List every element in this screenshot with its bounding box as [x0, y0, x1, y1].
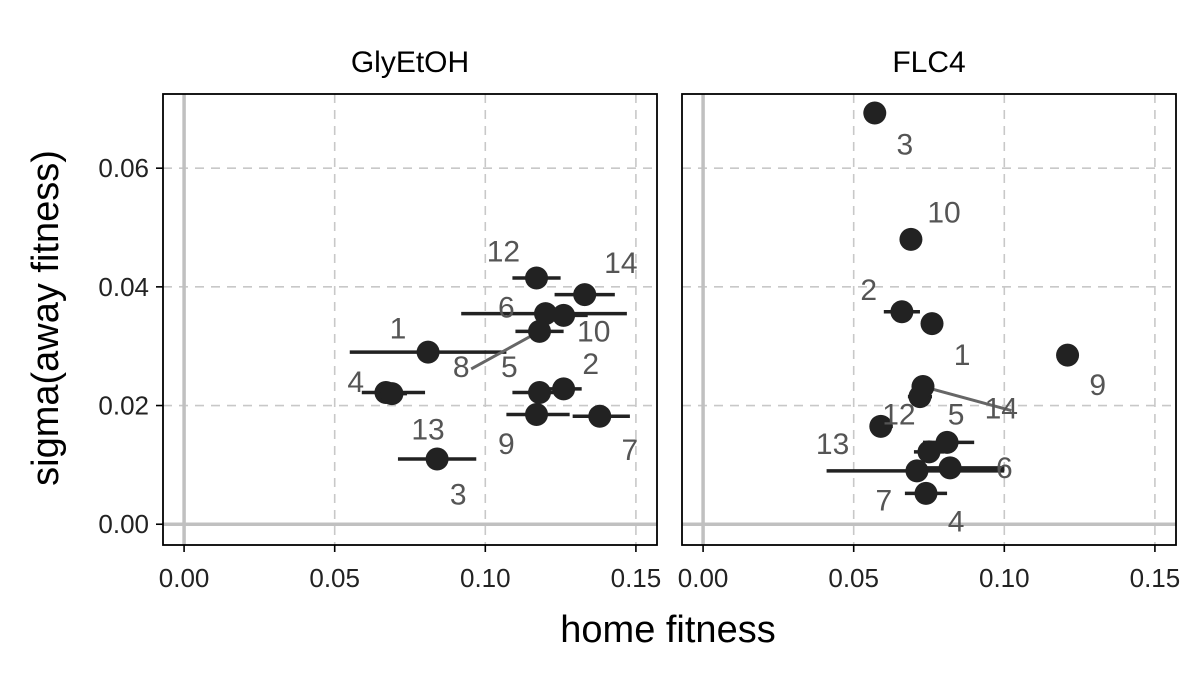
data-point — [938, 456, 962, 480]
y-axis-title: sigma(away fitness) — [25, 150, 67, 486]
y-tick-label: 0.04 — [98, 272, 149, 302]
data-point — [534, 302, 558, 326]
data-point — [573, 283, 597, 307]
x-tick-label: 0.05 — [309, 563, 360, 593]
point-label: 3 — [897, 128, 914, 161]
data-point — [552, 377, 576, 401]
x-tick-label: 0.10 — [979, 563, 1030, 593]
point-label: 7 — [875, 484, 892, 517]
point-label: 1 — [954, 339, 971, 372]
point-label: 6 — [996, 452, 1013, 485]
point-label: 6 — [498, 292, 515, 325]
point-label: 9 — [498, 428, 515, 461]
y-tick-label: 0.02 — [98, 391, 149, 421]
panel-title: FLC4 — [892, 46, 965, 79]
point-label: 8 — [453, 351, 470, 384]
y-tick-label: 0.00 — [98, 509, 149, 539]
panel-glyetoh: GlyEtOH 0.00 0.05 0.10 0.15 0.00 0.02 0.04 0.06 1… — [98, 46, 661, 593]
point-label: 9 — [1089, 369, 1106, 402]
point-label: 14 — [985, 393, 1018, 426]
point-label: 3 — [450, 479, 467, 512]
data-point — [588, 404, 612, 428]
label-connector-line — [922, 385, 1012, 412]
data-point — [552, 303, 576, 327]
x-axis-title: home fitness — [560, 609, 775, 651]
data-point — [528, 319, 552, 343]
point-label: 12 — [487, 235, 520, 268]
point-label: 13 — [411, 413, 444, 446]
x-tick-label: 0.10 — [460, 563, 511, 593]
data-point — [920, 312, 944, 336]
point-label: 1 — [390, 312, 407, 345]
data-point — [525, 402, 549, 426]
data-point — [1056, 343, 1080, 367]
data-point — [911, 375, 935, 399]
x-tick-label: 0.00 — [678, 563, 729, 593]
y-tick-label: 0.06 — [98, 153, 149, 183]
data-point — [917, 440, 941, 464]
data-point — [905, 459, 929, 483]
point-label: 13 — [816, 428, 849, 461]
point-label: 14 — [604, 247, 637, 280]
point-label: 10 — [927, 197, 960, 230]
point-label: 4 — [948, 505, 965, 538]
point-label: 2 — [582, 348, 599, 381]
data-point — [525, 266, 549, 290]
point-label: 4 — [347, 366, 364, 399]
point-label: 5 — [501, 351, 518, 384]
panel-title: GlyEtOH — [351, 46, 469, 79]
data-point — [425, 447, 449, 471]
label-connector-line — [470, 330, 541, 371]
data-point — [380, 382, 404, 406]
data-point — [863, 101, 887, 125]
point-label: 10 — [577, 315, 610, 348]
data-point — [899, 227, 923, 251]
point-label: 5 — [948, 398, 965, 431]
panel-border — [162, 93, 658, 546]
point-label: 12 — [882, 398, 915, 431]
data-point — [890, 300, 914, 324]
x-tick-label: 0.15 — [611, 563, 662, 593]
data-point — [935, 430, 959, 454]
data-point — [528, 380, 552, 404]
x-tick-label: 0.00 — [159, 563, 210, 593]
data-point — [416, 340, 440, 364]
point-label: 2 — [860, 274, 877, 307]
x-tick-label: 0.15 — [1130, 563, 1181, 593]
panel-border — [681, 93, 1177, 546]
point-label: 7 — [622, 434, 639, 467]
data-point — [914, 481, 938, 505]
data-point — [869, 414, 893, 438]
x-tick-label: 0.05 — [828, 563, 879, 593]
